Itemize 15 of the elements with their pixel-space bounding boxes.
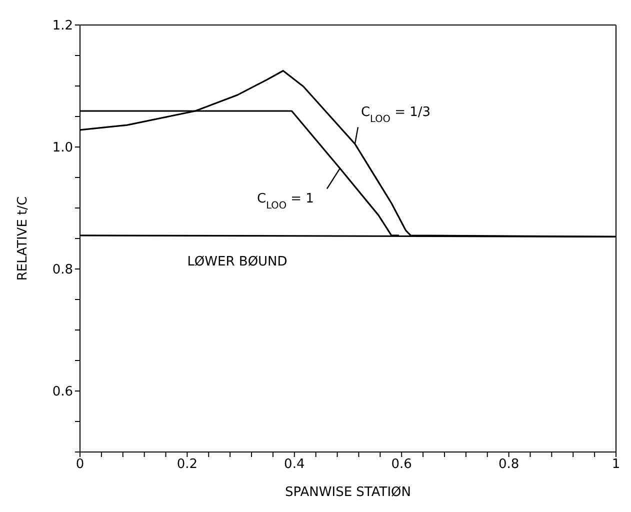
x-tick-label: 0.8 [498, 457, 520, 472]
x-tick-label: 0.4 [284, 457, 305, 472]
y-tick-label: 1.2 [52, 18, 73, 34]
annotation: C$_{LOO}$ = 1 [257, 191, 314, 211]
x-tick-label: 1 [612, 457, 620, 472]
annotation: LØWER BØUND [187, 254, 288, 270]
x-axis-title: SPANWISE STATIØN [285, 485, 411, 500]
y-tick-label: 0.6 [52, 384, 73, 400]
y-tick-label: 1.0 [52, 140, 73, 156]
y-tick-label: 0.8 [52, 262, 73, 278]
x-tick-label: 0.6 [391, 457, 412, 472]
annotation: C$_{LOO}$ = 1/3 [360, 104, 431, 124]
x-tick-label: 0 [76, 457, 84, 472]
x-tick-label: 0.2 [176, 457, 198, 472]
y-axis-title: RELATIVE t/C [16, 196, 31, 281]
